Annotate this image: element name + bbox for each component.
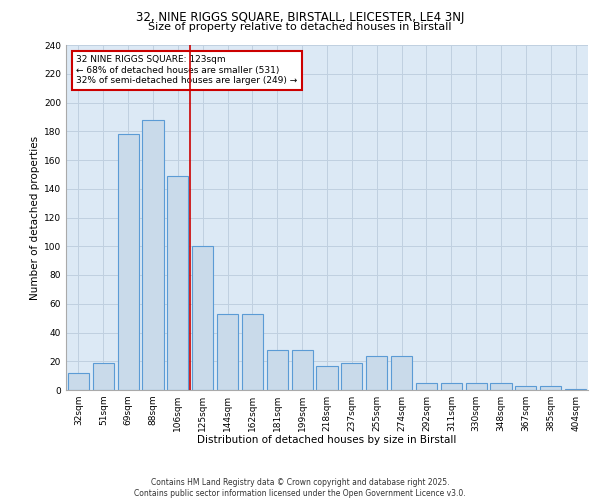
Bar	[341, 362, 362, 390]
Bar	[466, 383, 487, 390]
Bar	[142, 120, 164, 390]
Bar	[167, 176, 188, 390]
Text: Size of property relative to detached houses in Birstall: Size of property relative to detached ho…	[148, 22, 452, 32]
Text: Contains HM Land Registry data © Crown copyright and database right 2025.
Contai: Contains HM Land Registry data © Crown c…	[134, 478, 466, 498]
Bar	[68, 373, 89, 390]
X-axis label: Distribution of detached houses by size in Birstall: Distribution of detached houses by size …	[197, 436, 457, 446]
Bar	[217, 314, 238, 390]
Bar	[316, 366, 338, 390]
Bar	[391, 356, 412, 390]
Bar	[192, 246, 213, 390]
Bar	[515, 386, 536, 390]
Y-axis label: Number of detached properties: Number of detached properties	[30, 136, 40, 300]
Bar	[441, 383, 462, 390]
Bar	[267, 350, 288, 390]
Bar	[242, 314, 263, 390]
Bar	[540, 386, 561, 390]
Bar	[118, 134, 139, 390]
Bar	[416, 383, 437, 390]
Bar	[93, 362, 114, 390]
Bar	[292, 350, 313, 390]
Text: 32, NINE RIGGS SQUARE, BIRSTALL, LEICESTER, LE4 3NJ: 32, NINE RIGGS SQUARE, BIRSTALL, LEICEST…	[136, 11, 464, 24]
Text: 32 NINE RIGGS SQUARE: 123sqm
← 68% of detached houses are smaller (531)
32% of s: 32 NINE RIGGS SQUARE: 123sqm ← 68% of de…	[76, 56, 298, 85]
Bar	[565, 388, 586, 390]
Bar	[490, 383, 512, 390]
Bar	[366, 356, 387, 390]
